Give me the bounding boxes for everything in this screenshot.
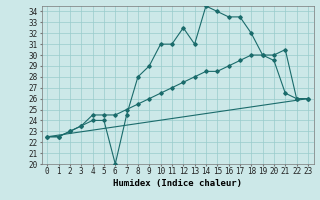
X-axis label: Humidex (Indice chaleur): Humidex (Indice chaleur)	[113, 179, 242, 188]
